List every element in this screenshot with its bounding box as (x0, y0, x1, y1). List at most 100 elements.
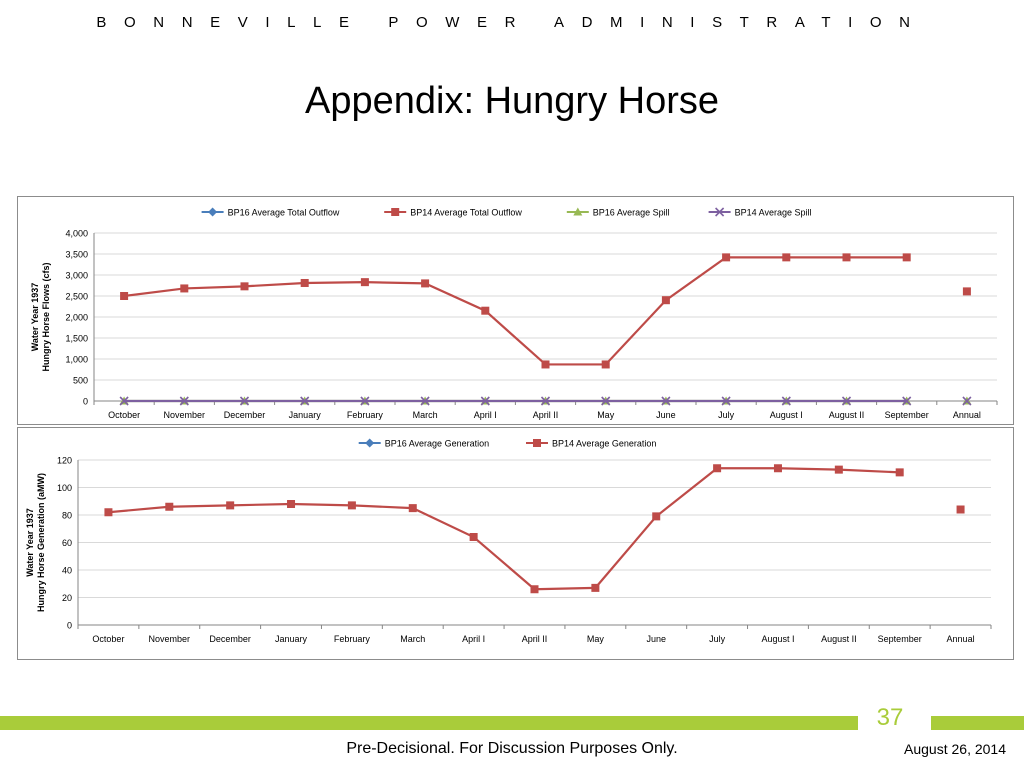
chart1-ytick-label: 1,000 (65, 355, 88, 365)
chart2-series-line (108, 467, 900, 591)
chart2-ytick-label: 0 (67, 621, 72, 631)
chart2-ytick-label: 120 (57, 456, 72, 466)
chart1-data-point (480, 396, 490, 406)
chart1-data-point-stroke (721, 396, 731, 406)
chart1-data-point (721, 396, 731, 406)
chart2-xtick-label: November (149, 634, 191, 644)
slide-title: Appendix: Hungry Horse (305, 80, 719, 122)
chart1-ytick-label: 4,000 (65, 229, 88, 239)
chart1-data-point (240, 282, 249, 291)
chart2-data-point (956, 505, 965, 514)
chart1-data-point-stroke (962, 396, 972, 406)
chart2-legend-marker (533, 439, 541, 447)
chart2-xtick-label: Annual (947, 634, 975, 644)
chart1-ytick-label: 1,500 (65, 334, 88, 344)
chart1-data-point (239, 396, 250, 406)
chart1-legend-label: BP14 Average Spill (735, 208, 812, 218)
chart2-data-point (165, 502, 174, 511)
chart1-data-point (902, 253, 911, 262)
chart1-data-point (120, 292, 129, 300)
chart1-ytick-label: 0 (83, 397, 88, 407)
chart1-data-point (300, 396, 310, 406)
chart2-data-point (104, 508, 113, 517)
chart1-data-point-stroke (601, 396, 611, 406)
chart1-xtick-label: March (413, 410, 438, 420)
chart2-xtick-label: September (878, 634, 922, 644)
chart2-xtick-label: May (587, 634, 605, 644)
chart1-series-3 (119, 396, 972, 406)
chart2-data-point (834, 465, 843, 474)
chart2-ylabel-line: Hungry Horse Generation (aMW) (36, 473, 46, 612)
chart1-xtick-label: December (224, 410, 266, 420)
chart2-data-point (652, 512, 661, 521)
chart2-xtick-label: April II (522, 634, 548, 644)
chart1-data-point (782, 253, 791, 262)
chart1-data-point (180, 284, 189, 293)
chart2-data-point (773, 464, 782, 473)
generation-chart-svg: 0 20 40 60 80 100 120 October November December Ja… (25, 438, 992, 644)
chart2-legend-marker (365, 438, 375, 448)
chart1-xtick-label: April I (474, 410, 497, 420)
chart1-legend-label: BP16 Average Total Outflow (228, 208, 340, 218)
chart2-xtick-label: March (400, 634, 425, 644)
footer-date: August 26, 2014 (904, 741, 1006, 757)
chart2-xtick-label: January (275, 634, 308, 644)
chart1-data-point (962, 287, 971, 296)
chart1-data-point (421, 279, 430, 288)
chart1-xtick-label: October (108, 410, 140, 420)
chart2-xtick-label: August II (821, 634, 857, 644)
chart1-data-point (540, 396, 551, 406)
chart2-series-1 (104, 464, 965, 594)
chart1-data-point (962, 396, 972, 406)
chart2-legend-label: BP16 Average Generation (385, 439, 489, 449)
chart1-data-point-stroke (360, 396, 370, 406)
chart1-legend-marker-stroke (715, 207, 725, 217)
chart1-xtick-label: June (656, 410, 676, 420)
chart1-data-point-stroke (540, 396, 551, 406)
chart2-ytick-label: 40 (62, 566, 72, 576)
footer-disclaimer: Pre-Decisional. For Discussion Purposes … (346, 740, 678, 757)
chart1-xtick-label: August I (770, 410, 803, 420)
chart2-data-point (226, 501, 235, 510)
chart1-data-point-stroke (841, 396, 852, 406)
chart1-data-point-stroke (420, 396, 430, 406)
chart1-data-point-stroke (661, 396, 671, 406)
chart2-ytick-label: 80 (62, 511, 72, 521)
chart1-ytick-label: 3,000 (65, 271, 88, 281)
chart1-data-point (360, 396, 370, 406)
chart1-series-1 (120, 253, 971, 369)
chart1-data-point-stroke (179, 396, 189, 406)
chart1-xtick-label: January (289, 410, 322, 420)
chart2-ylabel-line: Water Year 1937 (25, 508, 35, 577)
chart2-ytick-label: 60 (62, 538, 72, 548)
organization-name: BONNEVILLE POWER ADMINISTRATION (96, 14, 928, 31)
outflow-chart: 0 500 1,000 1,500 2,000 2,500 3,000 3,500 4,000 O… (17, 196, 1014, 425)
chart1-ytick-label: 2,500 (65, 292, 88, 302)
chart1-legend-marker (391, 208, 400, 216)
chart1-xtick-label: July (718, 410, 735, 420)
chart1-data-point-stroke (902, 396, 912, 406)
chart1-data-point (902, 396, 912, 406)
chart1-data-point (541, 360, 550, 369)
chart1-ylabel-line: Hungry Horse Flows (cfs) (41, 262, 51, 371)
chart1-data-point (841, 396, 852, 406)
chart1-xtick-label: Annual (953, 410, 981, 420)
chart2-legend-label: BP14 Average Generation (552, 439, 656, 449)
chart2-xtick-label: April I (462, 634, 485, 644)
chart1-xtick-label: May (597, 410, 615, 420)
chart1-data-point (179, 396, 189, 406)
chart2-xtick-label: June (646, 634, 666, 644)
chart1-legend-marker (573, 207, 583, 216)
chart2-data-point (469, 533, 478, 541)
chart1-data-point-stroke (239, 396, 250, 406)
page-number: 37 (876, 704, 904, 731)
chart1-legend-label: BP16 Average Spill (593, 208, 670, 218)
chart1-data-point (481, 306, 490, 315)
chart1-data-point (119, 396, 129, 406)
chart1-xtick-label: August II (829, 410, 865, 420)
chart2-data-point (347, 501, 356, 510)
chart1-xtick-label: February (347, 410, 384, 420)
chart1-data-point (601, 396, 611, 406)
chart2-data-point (408, 504, 417, 513)
chart2-xtick-label: October (92, 634, 124, 644)
